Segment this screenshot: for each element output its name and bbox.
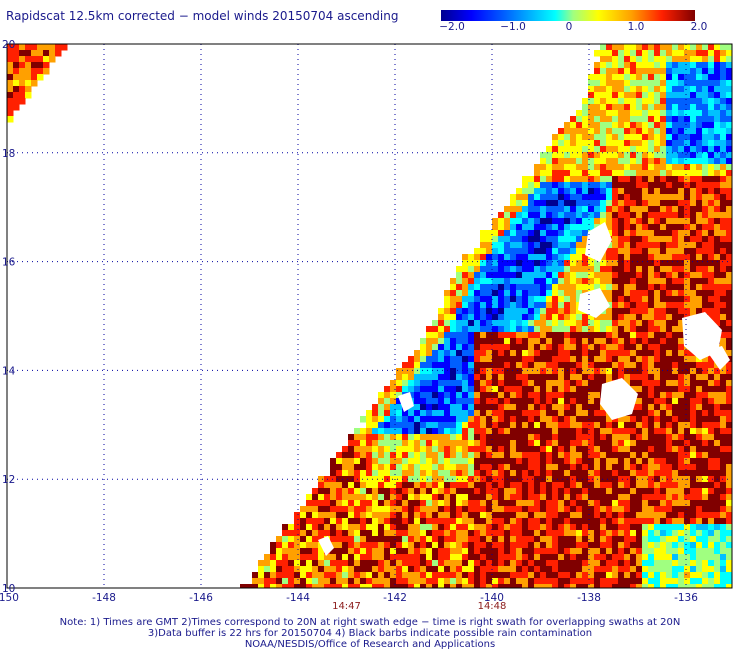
x-tick-label: -136 — [674, 592, 698, 604]
no-data-patch — [578, 288, 610, 318]
wind-difference-field — [7, 44, 732, 588]
x-tick-label: -146 — [189, 592, 213, 604]
note-line-1: Note: 1) Times are GMT 2)Times correspon… — [59, 617, 681, 628]
time-label: 14:48 — [478, 601, 507, 612]
y-tick-label: 14 — [2, 365, 16, 377]
no-data-patch — [706, 346, 730, 370]
map-title: Rapidscat 12.5km corrected − model winds… — [6, 9, 399, 23]
colorbar-label-min: −2.0 — [439, 21, 465, 33]
plot-frame — [6, 43, 733, 589]
time-labels: 14:47 14:48 — [332, 601, 506, 612]
x-axis-ticks: -150 -148 -146 -144 -142 -140 -138 -136 — [0, 592, 698, 604]
colorbar-label-neg1: −1.0 — [500, 21, 526, 33]
note-line-3: NOAA/NESDIS/Office of Research and Appli… — [244, 639, 496, 650]
note-line-2: 3)Data buffer is 22 hrs for 20150704 4) … — [147, 628, 593, 639]
x-tick-label: -148 — [92, 592, 116, 604]
y-tick-label: 12 — [2, 474, 15, 486]
no-data-patch — [585, 222, 612, 262]
x-tick-label: -140 — [480, 592, 504, 604]
x-tick-label: -142 — [383, 592, 407, 604]
no-data-patch — [682, 312, 722, 360]
map-grid — [7, 44, 732, 588]
colorbar-label-pos1: 1.0 — [627, 21, 645, 33]
y-axis-ticks: 20 18 16 14 12 10 — [2, 39, 16, 595]
y-tick-label: 10 — [2, 583, 15, 595]
y-tick-label: 18 — [2, 148, 15, 160]
x-tick-label: -138 — [577, 592, 601, 604]
x-tick-label: -144 — [286, 592, 310, 604]
no-data-patch — [600, 378, 638, 420]
no-data-patch — [398, 392, 414, 412]
colorbar-label-zero: 0 — [565, 21, 573, 33]
time-label: 14:47 — [332, 601, 361, 612]
no-data-patch — [318, 536, 334, 556]
y-tick-label: 16 — [2, 257, 16, 269]
x-tick-label: -150 — [0, 592, 19, 604]
colorbar-label-max: 2.0 — [690, 21, 708, 33]
colorbar — [441, 10, 695, 21]
y-tick-label: 20 — [2, 39, 15, 51]
